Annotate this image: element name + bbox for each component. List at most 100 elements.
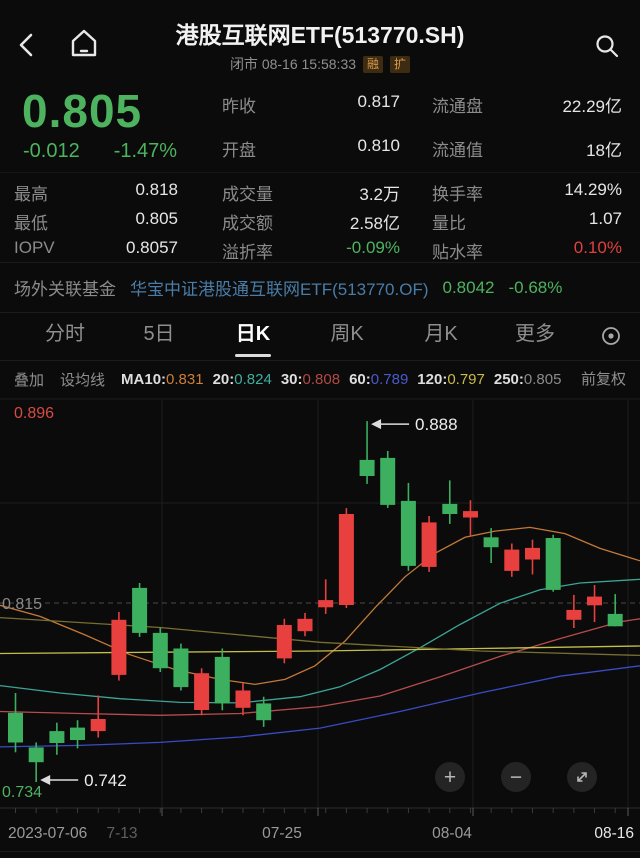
y-mid-label: 0.815 [2,596,42,613]
candle-body [587,596,602,606]
zoom-out-button[interactable]: − [501,762,531,792]
plus-icon: + [443,765,457,789]
candle-body [566,609,582,620]
turnover-rate-value: 14.29% [564,180,622,199]
candle-body [276,625,292,659]
candle-body [338,514,354,605]
related-fund-link[interactable]: 华宝中证港股通互联网ETF(513770.OF) [130,280,429,299]
x-axis-label: 7-13 [106,825,137,842]
fullscreen-button[interactable] [567,762,597,792]
candle-body [256,703,272,721]
candle-body [194,673,210,710]
ma10-line [0,526,640,686]
candle-body [318,600,334,608]
set-ma-button[interactable]: 设均线 [60,372,106,389]
candle-body [111,619,127,675]
home-button[interactable] [66,26,102,67]
candle-body [152,632,168,669]
search-icon [596,35,619,58]
price-change: -0.012 [23,140,80,162]
stat-label: IOPV [14,238,55,257]
candle-body [132,587,148,633]
market-status: 闭市 08-16 15:58:33 [229,56,357,72]
adjust-mode-button[interactable]: 前复权 [570,361,640,398]
related-fund-price: 0.8042 [442,277,495,297]
candle-body [359,459,375,476]
annotation-label: 0.742 [84,771,127,790]
annotation-arrowhead [40,775,51,785]
high-value: 0.818 [135,180,178,199]
candle-body [380,457,396,505]
candle-body [214,656,230,704]
annotation-label: 0.888 [415,415,458,434]
volume-value: 3.2万 [359,185,400,204]
search-button[interactable] [594,33,620,64]
back-button[interactable] [16,32,38,63]
back-chevron-icon [19,33,33,57]
ma60-line [0,665,640,748]
candle-body [400,500,416,566]
x-axis-label: 08-04 [432,825,472,842]
ma250-line [0,616,640,657]
candle-body [463,511,478,518]
y-max-label: 0.896 [14,405,54,422]
low-value: 0.805 [135,209,178,228]
stat-label: 量比 [432,214,466,233]
stat-label: 成交量 [222,185,273,204]
prev-close-value: 0.817 [357,92,400,111]
candle-body [525,547,540,560]
field-label: 开盘 [222,141,256,160]
stat-label: 换手率 [432,185,483,204]
ma20-readout: 20:0.824 [212,371,272,388]
field-label: 昨收 [222,97,256,116]
expand-icon [577,772,587,782]
float-value-value: 18亿 [586,141,622,160]
period-tab-bar: 分时 5日 日K 周K 月K 更多 [0,312,640,360]
x-axis-label: 07-25 [262,825,302,842]
zoom-in-button[interactable]: + [435,762,465,792]
ma10-readout: MA10:0.831 [121,371,204,388]
candle-body [28,747,44,763]
gear-icon [602,327,620,345]
tab-5day[interactable]: 5日 [143,323,175,345]
chart-settings-button[interactable] [582,325,622,347]
page-title: 港股互联网ETF(513770.SH) [175,22,465,48]
volume-ratio-value: 1.07 [588,209,622,228]
candle-body [483,537,499,548]
stat-label: 最高 [14,185,48,204]
y-min-label: 0.734 [2,784,42,801]
tab-minute[interactable]: 分时 [45,323,85,345]
last-price: 0.805 [22,85,143,137]
expand-badge[interactable]: 扩 [390,55,411,73]
ma120-readout: 120:0.797 [417,371,485,388]
ma60-readout: 60:0.789 [349,371,409,388]
float-shares-value: 22.29亿 [562,97,622,116]
margin-badge[interactable]: 融 [363,55,384,73]
discount-rate-value: 0.10% [573,238,622,257]
tab-more[interactable]: 更多 [515,323,555,345]
stat-label: 最低 [14,214,48,233]
candle-body [504,549,520,571]
ma-readout-strip: MA10:0.831 20:0.824 30:0.808 60:0.789 12… [121,371,626,388]
candle-body [607,613,623,627]
minus-icon: − [509,765,523,789]
tab-daily-k[interactable]: 日K [206,312,300,360]
x-axis-label: 08-16 [594,825,634,842]
amount-value: 2.58亿 [349,214,400,233]
candle-body [90,719,106,732]
tab-weekly-k[interactable]: 周K [330,323,364,345]
ma20-line [0,578,640,704]
candle-body [8,712,23,743]
related-fund-label: 场外关联基金 [14,280,116,299]
overlay-button[interactable]: 叠加 [14,372,45,389]
stat-label: 成交额 [222,214,273,233]
x-axis-label: 2023-07-06 [8,825,87,842]
tab-monthly-k[interactable]: 月K [424,323,458,345]
candlestick-chart[interactable]: 0.896 0.815 0.734 0.888 0.742 2023-07-06 7-13 0… [0,398,640,853]
candle-body [442,503,458,514]
home-icon [71,29,97,57]
ma120-line [0,645,640,655]
stat-label: 溢折率 [222,243,273,262]
indicator-bar: 叠加 设均线 MA10:0.831 20:0.824 30:0.808 60:0… [0,361,640,398]
